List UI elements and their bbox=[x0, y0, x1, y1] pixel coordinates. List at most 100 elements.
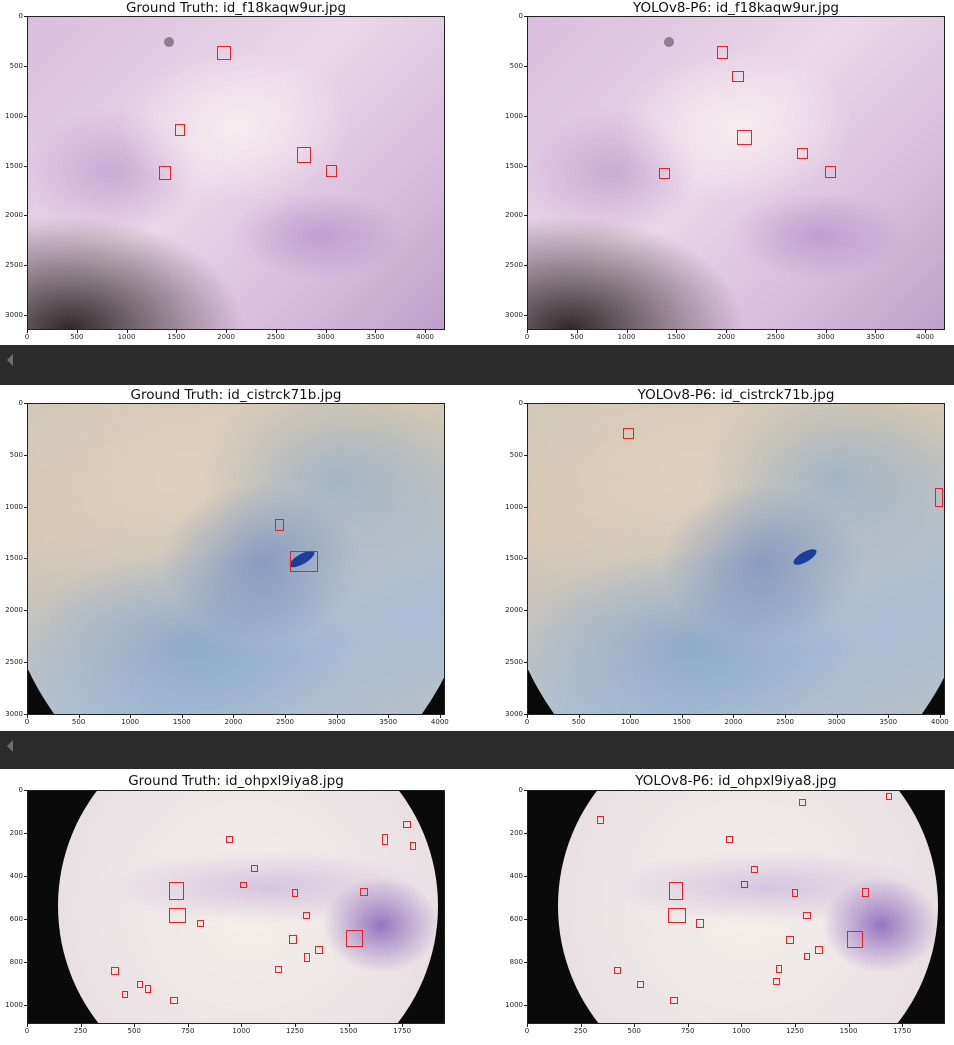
bounding-box bbox=[240, 882, 247, 889]
bounding-box bbox=[291, 888, 298, 898]
y-tick-label: 2000 bbox=[5, 606, 23, 615]
y-tick-mark bbox=[24, 961, 27, 963]
bounding-box bbox=[659, 167, 671, 180]
bounding-box bbox=[289, 935, 298, 944]
y-tick-label: 1000 bbox=[505, 502, 523, 511]
x-tick-label: 500 bbox=[71, 718, 86, 726]
x-tick-label: 750 bbox=[181, 1027, 195, 1035]
bounding-box bbox=[846, 930, 864, 948]
bounding-box bbox=[669, 882, 684, 900]
x-tick-label: 750 bbox=[681, 1027, 695, 1035]
x-tick-mark bbox=[27, 1024, 28, 1027]
bounding-box bbox=[169, 907, 187, 924]
microscopy-image bbox=[527, 16, 945, 330]
bounding-box bbox=[251, 864, 258, 873]
microscopy-image bbox=[527, 403, 945, 715]
x-tick-mark bbox=[325, 330, 327, 333]
bounding-box bbox=[803, 952, 811, 961]
collapse-arrow-icon[interactable] bbox=[7, 354, 13, 366]
bounding-box bbox=[737, 129, 752, 145]
x-tick-mark bbox=[676, 330, 678, 333]
bounding-box bbox=[597, 816, 605, 824]
x-tick-mark bbox=[576, 330, 578, 333]
y-tick-mark bbox=[524, 713, 527, 715]
bounding-box bbox=[741, 881, 748, 889]
x-tick-mark bbox=[925, 330, 926, 333]
y-tick-label: 800 bbox=[509, 957, 523, 966]
x-tick-label: 3000 bbox=[816, 333, 835, 341]
x-tick-mark bbox=[733, 715, 735, 718]
y-tick-mark bbox=[524, 265, 527, 266]
bounding-box bbox=[314, 945, 324, 955]
output-separator bbox=[0, 345, 954, 385]
panel-title: Ground Truth: id_cistrck71b.jpg bbox=[130, 387, 342, 403]
bounding-box bbox=[170, 996, 178, 1005]
bounding-box bbox=[325, 164, 337, 178]
microscope-field bbox=[28, 404, 444, 714]
collapse-arrow-icon[interactable] bbox=[7, 740, 13, 752]
x-tick-label: 2000 bbox=[224, 718, 243, 726]
x-tick-mark bbox=[76, 330, 78, 333]
x-tick-label: 0 bbox=[24, 718, 30, 726]
y-tick-mark bbox=[24, 454, 27, 456]
x-tick-label: 0 bbox=[24, 333, 30, 341]
x-tick-label: 4000 bbox=[430, 718, 449, 726]
x-tick-mark bbox=[134, 1024, 135, 1027]
x-tick-label: 2000 bbox=[217, 333, 235, 341]
y-tick-label: 500 bbox=[509, 450, 523, 459]
y-tick-mark bbox=[524, 115, 527, 117]
y-tick-mark bbox=[24, 115, 27, 117]
x-tick-label: 1000 bbox=[117, 333, 136, 341]
x-tick-label: 0 bbox=[24, 1027, 30, 1035]
x-tick-label: 4000 bbox=[916, 333, 935, 341]
y-tick-mark bbox=[524, 403, 527, 404]
y-tick-mark bbox=[524, 1004, 527, 1006]
y-tick-mark bbox=[24, 265, 27, 266]
y-tick-mark bbox=[24, 662, 27, 663]
bounding-box bbox=[885, 793, 893, 800]
x-tick-mark bbox=[741, 1024, 743, 1027]
y-tick-mark bbox=[24, 165, 27, 167]
y-tick-mark bbox=[24, 1004, 27, 1006]
x-tick-label: 3500 bbox=[366, 333, 385, 341]
y-tick-label: 2500 bbox=[505, 658, 523, 667]
bounding-box bbox=[360, 887, 368, 897]
bounding-box bbox=[796, 147, 808, 159]
x-tick-mark bbox=[80, 1024, 82, 1027]
panel-title: Ground Truth: id_f18kaqw9ur.jpg bbox=[125, 0, 347, 16]
x-tick-mark bbox=[888, 715, 890, 718]
y-tick-label: 200 bbox=[9, 828, 23, 837]
y-tick-label: 1500 bbox=[505, 161, 523, 170]
bounding-box bbox=[122, 991, 129, 999]
y-tick-mark bbox=[24, 506, 27, 508]
x-tick-label: 2500 bbox=[766, 333, 785, 341]
y-tick-label: 0 bbox=[18, 12, 23, 20]
x-tick-label: 3500 bbox=[866, 333, 885, 341]
bounding-box bbox=[934, 487, 943, 507]
bounding-box bbox=[274, 966, 282, 973]
x-tick-label: 1500 bbox=[339, 1027, 358, 1035]
output-separator bbox=[0, 731, 954, 769]
bounding-box bbox=[717, 45, 729, 59]
x-tick-mark bbox=[226, 330, 227, 333]
panel-title: Ground Truth: id_ohpxl9iya8.jpg bbox=[128, 773, 344, 789]
y-tick-label: 1500 bbox=[5, 161, 23, 170]
x-tick-label: 2500 bbox=[276, 718, 294, 726]
bounding-box bbox=[861, 888, 870, 897]
x-tick-label: 2500 bbox=[266, 333, 285, 341]
x-tick-label: 1000 bbox=[621, 718, 640, 726]
x-tick-label: 0 bbox=[524, 1027, 530, 1035]
x-tick-mark bbox=[527, 715, 528, 718]
x-tick-label: 1250 bbox=[286, 1027, 304, 1035]
bounding-box bbox=[773, 978, 780, 986]
y-tick-label: 500 bbox=[509, 61, 523, 70]
x-tick-mark bbox=[578, 715, 580, 718]
y-tick-label: 1000 bbox=[5, 1000, 23, 1009]
bounding-box bbox=[403, 820, 411, 829]
y-tick-mark bbox=[524, 832, 527, 834]
bounding-box bbox=[226, 836, 233, 843]
y-tick-mark bbox=[24, 65, 27, 67]
x-tick-label: 4000 bbox=[930, 718, 949, 726]
x-tick-label: 1750 bbox=[893, 1027, 912, 1035]
y-tick-label: 800 bbox=[9, 957, 23, 966]
